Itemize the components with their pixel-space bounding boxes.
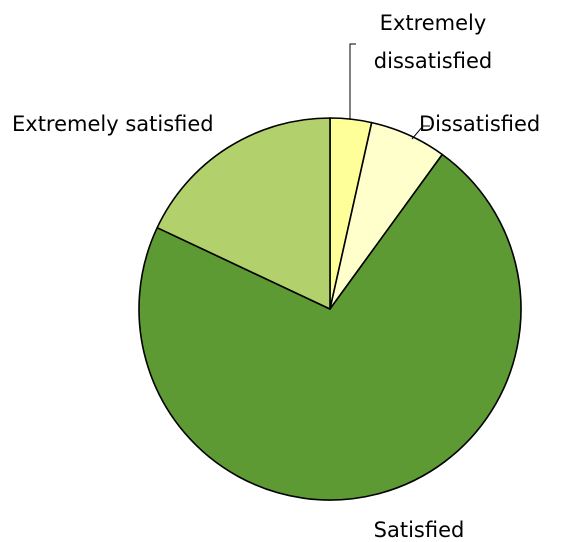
slice-labels: Extremely dissatisfied Dissatisfied Satisfi… (12, 11, 540, 542)
slice-label-extremely-dissatisfied: Extremely (380, 11, 487, 35)
slice-label-dissatisfied: Dissatisfied (419, 112, 540, 136)
pie-slices (138, 117, 522, 501)
leader-line-dissatisfied (411, 125, 430, 140)
slice-label-satisfied: Satisfied (374, 518, 465, 542)
label-leader-lines (349, 43, 430, 140)
pie-slice-extremely-satisfied (156, 117, 331, 310)
slice-label-extremely-dissatisfied: dissatisfied (374, 49, 492, 73)
slice-label-extremely-satisfied: Extremely satisfied (12, 112, 214, 136)
pie-slice-satisfied (138, 153, 522, 501)
leader-line-extremely-dissatisfied (349, 43, 356, 120)
